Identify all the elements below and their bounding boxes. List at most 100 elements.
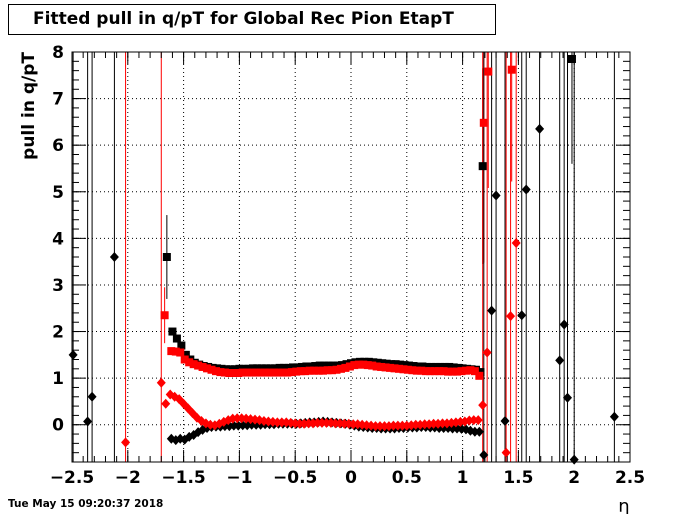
y-tick-label: 1 [52, 369, 64, 389]
square-marker [176, 348, 185, 357]
square-marker [262, 364, 271, 373]
tick-labels: −2.5 −2 −1.5 −1 −0.5 0 0.5 1 1.5 2 2.5 0 1 2 3 4 5 6 7 8 [50, 43, 645, 488]
y-tick-label: 7 [52, 90, 64, 110]
y-tick-label: 6 [52, 136, 64, 156]
diamond-marker [555, 355, 565, 366]
square-marker [386, 363, 395, 372]
square-marker [234, 369, 243, 378]
axis-ticks [71, 51, 631, 462]
diamond-marker [506, 311, 516, 322]
square-marker [247, 368, 256, 377]
x-tick-label: −2 [115, 468, 141, 488]
diamond-marker [559, 319, 569, 330]
square-marker [449, 363, 458, 372]
square-marker [329, 361, 338, 370]
square-marker [391, 360, 400, 369]
square-marker [194, 361, 203, 370]
timestamp: Tue May 15 09:20:37 2018 [8, 498, 164, 510]
square-marker [417, 366, 426, 375]
square-marker [274, 368, 283, 377]
y-tick-label: 8 [52, 43, 64, 63]
diamond-marker [482, 347, 492, 358]
x-tick-label: −2.5 [50, 468, 94, 488]
square-marker [207, 365, 216, 374]
square-marker [301, 367, 310, 376]
square-marker [324, 361, 333, 370]
square-marker [430, 367, 439, 376]
diamond-marker [535, 123, 545, 134]
square-marker [305, 366, 314, 375]
square-marker [229, 369, 238, 378]
square-marker [296, 367, 305, 376]
square-marker [394, 364, 403, 373]
x-axis-label: η [618, 496, 629, 514]
square-marker [445, 362, 454, 371]
square-marker [405, 361, 414, 370]
square-marker [177, 341, 186, 350]
y-tick-label: 2 [52, 323, 64, 343]
square-marker [320, 361, 329, 370]
diamond-marker [473, 415, 483, 426]
square-marker [332, 365, 341, 374]
diamond-marker [487, 305, 497, 316]
square-marker [181, 350, 190, 359]
square-marker [310, 366, 319, 375]
y-tick-label: 0 [52, 416, 64, 436]
square-marker [238, 368, 247, 377]
square-marker [457, 367, 466, 376]
square-marker [257, 364, 266, 373]
square-marker [377, 362, 386, 371]
square-marker [478, 162, 487, 171]
square-marker [431, 362, 440, 371]
square-marker [461, 366, 470, 375]
y-tick-label: 3 [52, 276, 64, 296]
square-marker [345, 362, 354, 371]
square-marker [171, 347, 180, 356]
diamond-marker [501, 447, 511, 458]
square-marker [421, 367, 430, 376]
square-marker [314, 366, 323, 375]
square-marker [225, 369, 234, 378]
square-marker [448, 367, 457, 376]
diamond-marker [563, 392, 573, 403]
square-marker [440, 362, 449, 371]
square-marker [180, 355, 189, 364]
diamond-marker [121, 437, 131, 448]
square-marker [256, 368, 265, 377]
square-marker [350, 361, 359, 370]
square-marker [418, 362, 427, 371]
diamond-marker [68, 349, 78, 360]
data-markers [68, 54, 619, 465]
square-marker [323, 366, 332, 375]
square-marker [396, 360, 405, 369]
square-marker [453, 367, 462, 376]
square-marker [413, 362, 422, 371]
square-marker [475, 371, 484, 380]
square-marker [311, 362, 320, 371]
square-marker [172, 334, 181, 343]
diamond-marker [109, 252, 119, 262]
diamond-marker [161, 398, 171, 409]
square-marker [466, 366, 475, 375]
square-marker [261, 368, 270, 377]
square-marker [381, 363, 390, 372]
square-marker [390, 364, 399, 373]
square-marker [275, 363, 284, 372]
square-marker [306, 362, 315, 371]
square-marker [297, 362, 306, 371]
square-marker [470, 367, 479, 376]
x-tick-label: 0 [345, 468, 357, 488]
diamond-marker [83, 416, 93, 427]
square-marker [265, 368, 274, 377]
square-marker [363, 361, 372, 370]
square-marker [220, 368, 229, 377]
square-marker [292, 367, 301, 376]
square-marker [185, 358, 194, 367]
square-marker [198, 362, 207, 371]
square-marker [315, 361, 324, 370]
square-marker [409, 362, 418, 371]
square-marker [341, 363, 350, 372]
square-marker [288, 363, 297, 372]
square-marker [567, 54, 576, 63]
